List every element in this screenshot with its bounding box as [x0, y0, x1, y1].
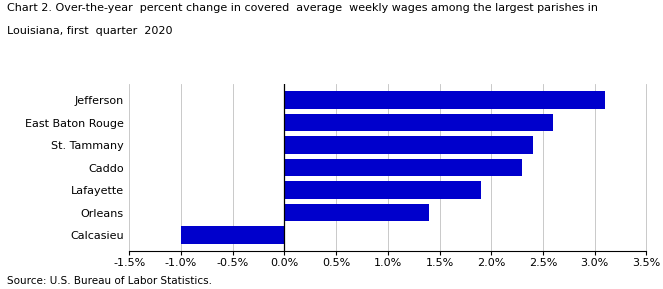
Text: Louisiana, first  quarter  2020: Louisiana, first quarter 2020 [7, 26, 172, 36]
Bar [284, 91, 605, 109]
Bar [284, 204, 429, 221]
Text: Chart 2. Over-the-year  percent change in covered  average  weekly wages among t: Chart 2. Over-the-year percent change in… [7, 3, 597, 13]
Bar [284, 136, 532, 154]
Text: Source: U.S. Bureau of Labor Statistics.: Source: U.S. Bureau of Labor Statistics. [7, 276, 211, 286]
Bar [284, 181, 481, 199]
Bar [181, 226, 284, 244]
Bar [284, 114, 554, 131]
Bar [284, 159, 522, 176]
